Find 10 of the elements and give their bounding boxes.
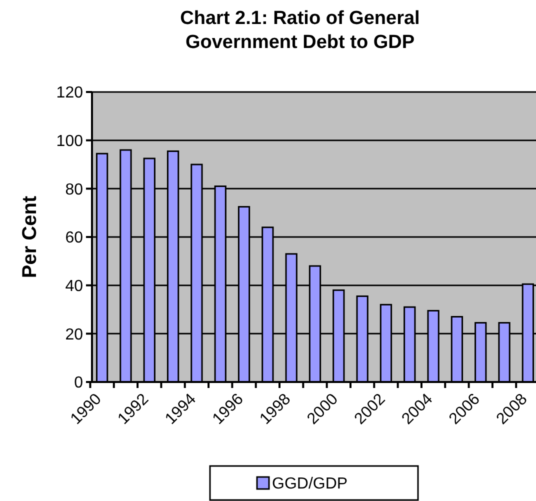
y-tick-label: 60 — [65, 230, 84, 247]
y-tick-label: 40 — [65, 278, 84, 295]
y-tick-label: 80 — [65, 181, 84, 198]
chart-title: Chart 2.1: Ratio of General Government Debt to GDP — [180, 8, 420, 53]
y-tick-label: 20 — [65, 326, 84, 344]
legend-label: GGD/GDP — [272, 476, 348, 493]
y-tick-label: 0 — [74, 374, 84, 392]
y-axis-title: Per Cent — [19, 196, 41, 278]
y-tick-label: 100 — [56, 132, 84, 150]
y-tick-label: 120 — [56, 84, 84, 102]
